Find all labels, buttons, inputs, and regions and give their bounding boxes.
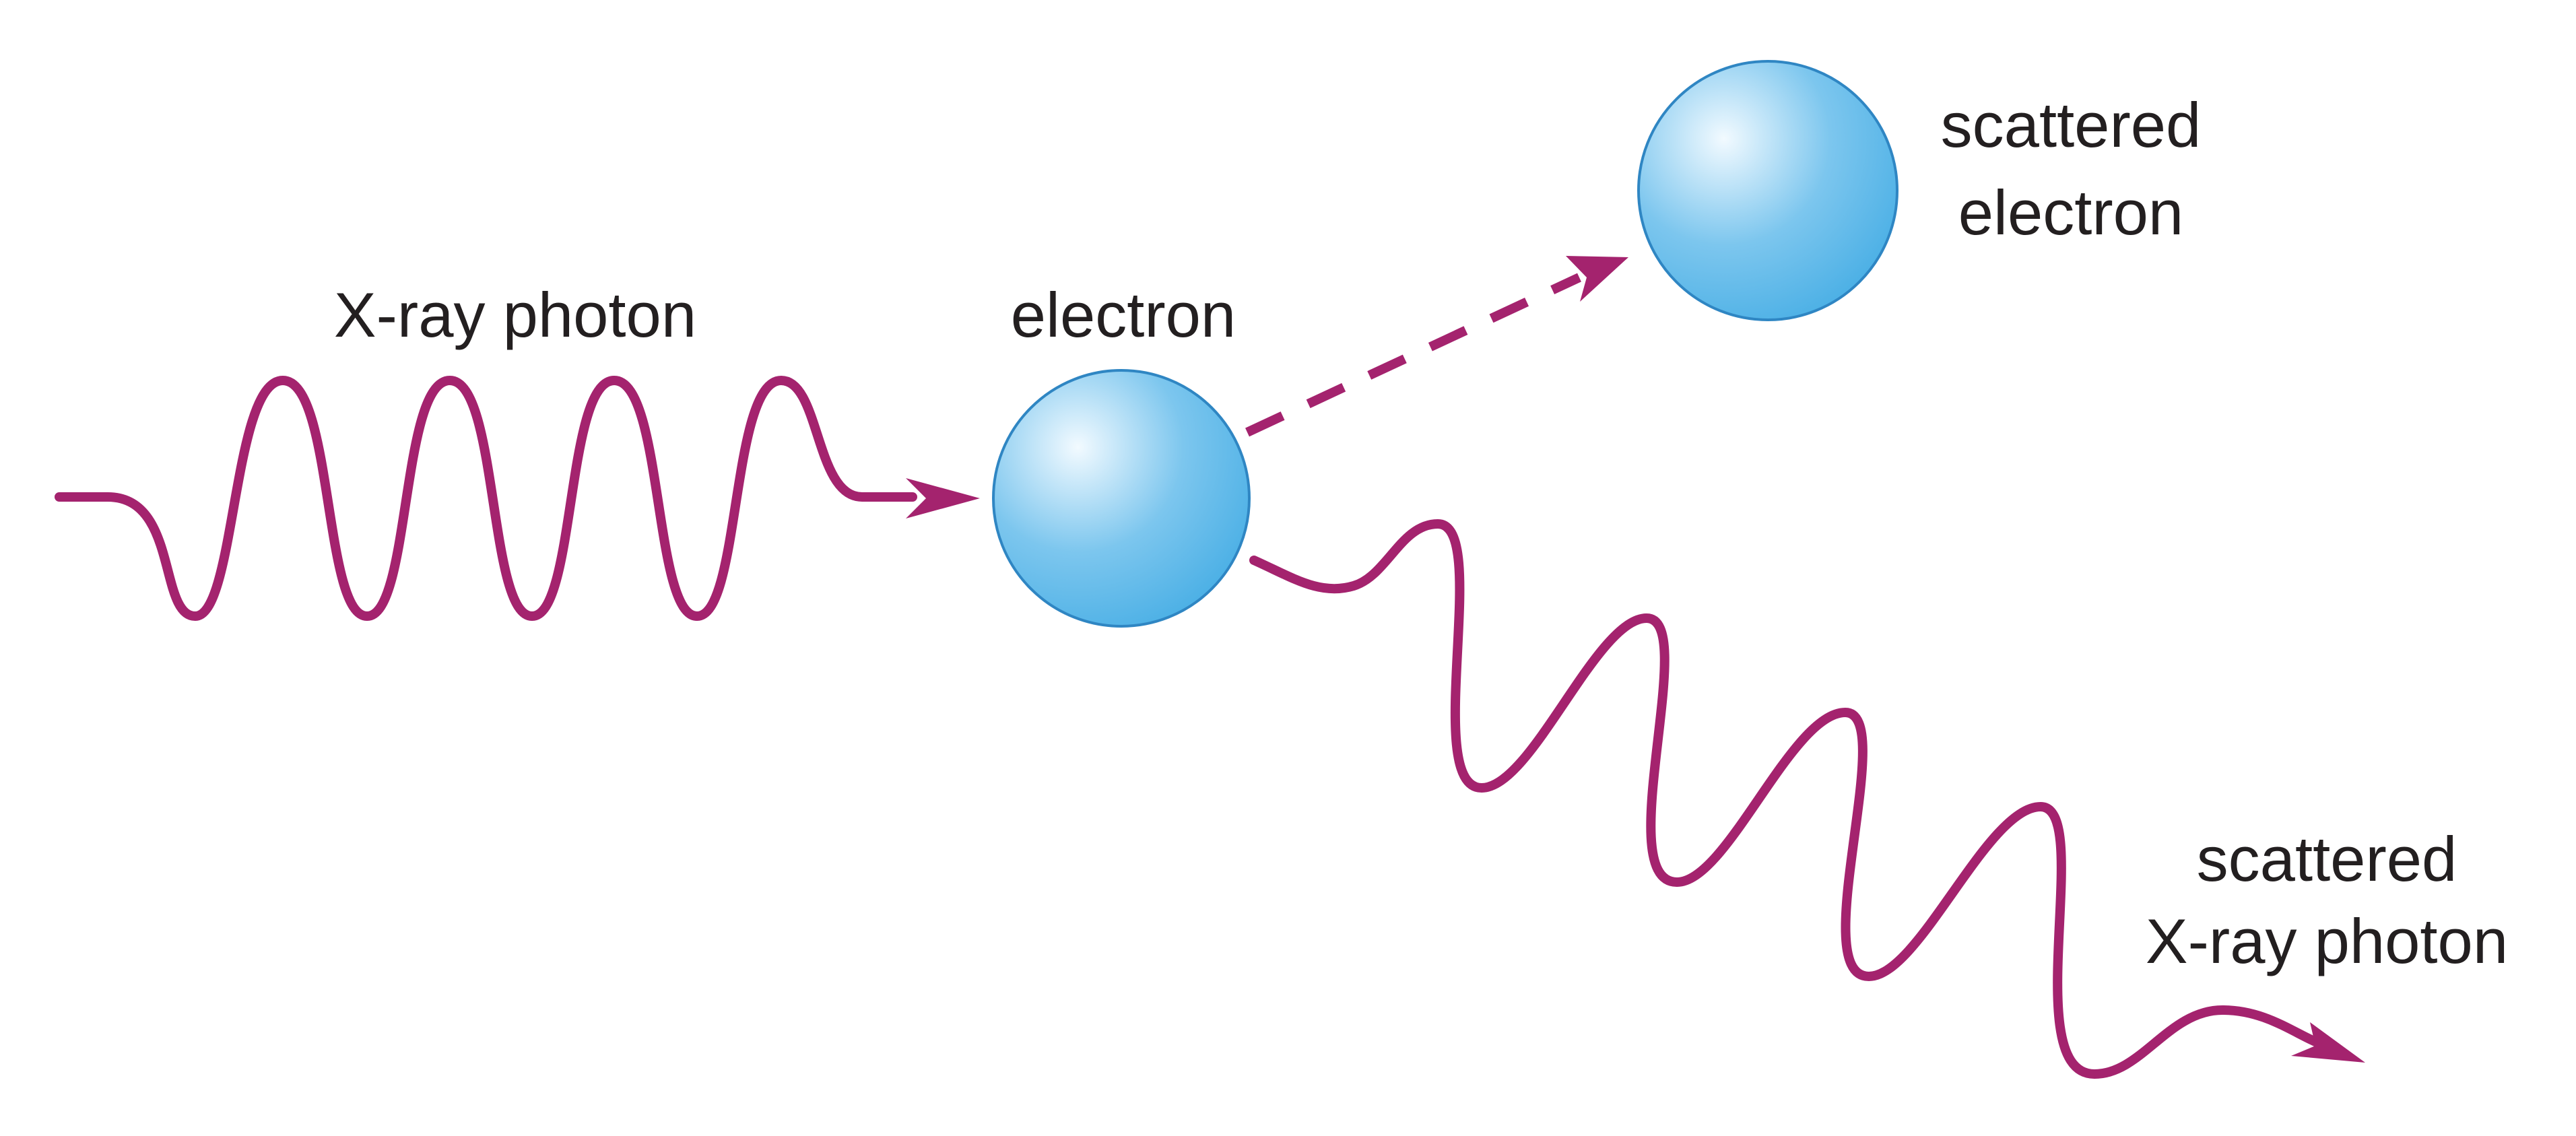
scattered-photon-arrowhead [2291, 1022, 2365, 1063]
incident-photon-label: X-ray photon [334, 279, 696, 350]
scattered-photon-wave [1249, 519, 2321, 1079]
electron-label: electron [1011, 279, 1236, 350]
scattered-photon-label-line1: scattered [2197, 824, 2457, 894]
incident-photon-wave [55, 376, 917, 621]
scattered-electron-path [1245, 273, 1581, 437]
scattered-electron-icon [1637, 60, 1898, 321]
scattered-photon-label-line2: X-ray photon [2146, 906, 2508, 976]
scattered-electron-arrowhead [1566, 256, 1628, 302]
scattered-electron-label-line1: scattered [1941, 90, 2202, 160]
incident-photon-arrowhead [906, 478, 980, 519]
electron-icon [992, 369, 1251, 628]
scattered-electron-label-line2: electron [1958, 177, 2183, 248]
